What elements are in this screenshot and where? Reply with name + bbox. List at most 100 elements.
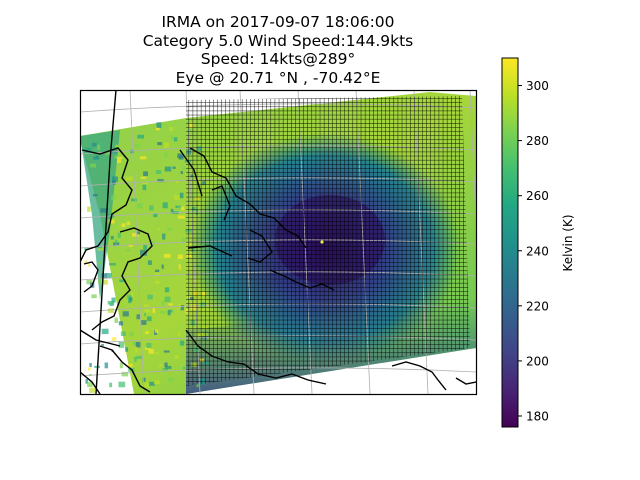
speckle-pixel xyxy=(179,192,184,199)
speckle-pixel xyxy=(118,342,125,348)
speckle-pixel xyxy=(135,341,141,348)
speckle-pixel xyxy=(162,233,166,240)
speckle-pixel xyxy=(134,143,140,148)
speckle-pixel xyxy=(112,180,116,185)
speckle-pixel xyxy=(142,377,146,382)
speckle-pixel xyxy=(116,156,123,159)
speckle-pixel xyxy=(147,294,153,300)
speckle-pixel xyxy=(145,331,150,334)
colorbar-gradient xyxy=(501,57,519,428)
colorbar-tick-label: 220 xyxy=(526,299,549,313)
speckle-pixel xyxy=(134,356,137,362)
chart-title: IRMA on 2017-09-07 18:06:00 Category 5.0… xyxy=(80,13,476,87)
speckle-pixel xyxy=(154,280,160,284)
colorbar-tick-label: 200 xyxy=(526,354,549,368)
speckle-pixel xyxy=(91,142,97,147)
speckle-pixel xyxy=(196,383,199,388)
speckle-pixel xyxy=(118,381,126,388)
speckle-pixel xyxy=(160,310,166,314)
title-line-4: Eye @ 20.71 °N , -70.42°E xyxy=(175,68,381,87)
colorbar-tick-label: 180 xyxy=(526,409,549,423)
speckle-pixel xyxy=(140,249,147,256)
speckle-pixel xyxy=(178,264,181,270)
title-line-1: IRMA on 2017-09-07 18:06:00 xyxy=(161,13,395,31)
coast-west xyxy=(80,147,153,393)
speckle-pixel xyxy=(89,362,92,368)
colorbar-label: Kelvin (K) xyxy=(561,214,575,271)
speckle-pixel xyxy=(177,206,182,211)
speckle-pixel xyxy=(128,332,134,337)
longitude-line xyxy=(129,90,145,394)
speckle-pixel xyxy=(177,254,183,259)
speckle-pixel xyxy=(164,142,169,148)
speckle-pixel xyxy=(88,367,91,371)
speckle-pixel xyxy=(130,198,137,202)
speckle-pixel xyxy=(168,303,173,306)
speckle-pixel xyxy=(112,176,118,182)
speckle-pixel xyxy=(143,171,148,177)
title-line-2: Category 5.0 Wind Speed:144.9kts xyxy=(142,31,414,50)
speckle-pixel xyxy=(143,245,148,250)
speckle-pixel xyxy=(164,253,171,258)
speckle-pixel xyxy=(170,135,174,141)
speckle-pixel xyxy=(144,304,149,308)
speckle-pixel xyxy=(155,126,160,131)
speckle-pixel xyxy=(157,178,164,183)
speckle-pixel xyxy=(129,296,133,302)
speckle-pixel xyxy=(107,300,115,305)
speckle-pixel xyxy=(140,176,147,179)
colorbar-tick-label: 260 xyxy=(526,189,549,203)
speckle-pixel xyxy=(101,273,107,279)
speckle-pixel xyxy=(169,126,173,131)
speckle-pixel xyxy=(111,297,116,303)
speckle-pixel xyxy=(144,347,151,350)
speckle-pixel xyxy=(140,156,147,160)
speckle-pixel xyxy=(85,379,89,384)
speckle-pixel xyxy=(121,223,126,227)
speckle-pixel xyxy=(109,382,113,388)
speckle-pixel xyxy=(125,347,129,352)
speckle-pixel xyxy=(166,227,173,231)
speckle-pixel xyxy=(112,337,117,341)
speckle-pixel xyxy=(180,171,183,174)
speckle-pixel xyxy=(126,176,133,181)
speckle-pixel xyxy=(104,362,109,369)
speckle-pixel xyxy=(148,348,154,354)
speckle-pixel xyxy=(143,312,147,317)
speckle-pixel xyxy=(117,232,121,239)
speckle-pixel xyxy=(105,273,112,279)
speckle-pixel xyxy=(108,219,115,224)
speckle-pixel xyxy=(97,261,102,265)
colorbar-ticks: 180 200 220 240 260 280 300 xyxy=(518,79,549,423)
speckle-pixel xyxy=(180,305,184,311)
country-border-1 xyxy=(95,90,117,394)
speckle-pixel xyxy=(120,331,126,336)
speckle-pixel xyxy=(105,151,110,156)
speckle-pixel xyxy=(84,147,92,153)
speckle-pixel xyxy=(96,144,101,151)
speckle-pixel xyxy=(141,320,147,325)
speckle-pixel xyxy=(177,332,181,337)
speckle-pixel xyxy=(134,346,138,353)
speckle-pixel xyxy=(154,352,159,355)
speckle-pixel xyxy=(161,300,165,307)
eye-marker xyxy=(320,240,324,244)
speckle-pixel xyxy=(136,314,140,320)
speckle-pixel xyxy=(89,163,97,168)
speckle-pixel xyxy=(93,194,98,197)
speckle-pixel xyxy=(121,371,129,377)
speckle-pixel xyxy=(149,381,155,386)
speckle-pixel xyxy=(116,159,122,164)
speckle-pixel xyxy=(149,205,154,211)
speckle-pixel xyxy=(100,208,108,213)
speckle-pixel xyxy=(132,232,139,237)
speckle-pixel xyxy=(164,365,172,369)
speckle-pixel xyxy=(161,264,164,269)
speckle-pixel xyxy=(144,382,149,388)
speckle-pixel xyxy=(118,321,123,326)
speckle-pixel xyxy=(114,317,118,323)
title-line-3: Speed: 14kts@289° xyxy=(200,50,356,68)
speckle-pixel xyxy=(97,246,103,249)
